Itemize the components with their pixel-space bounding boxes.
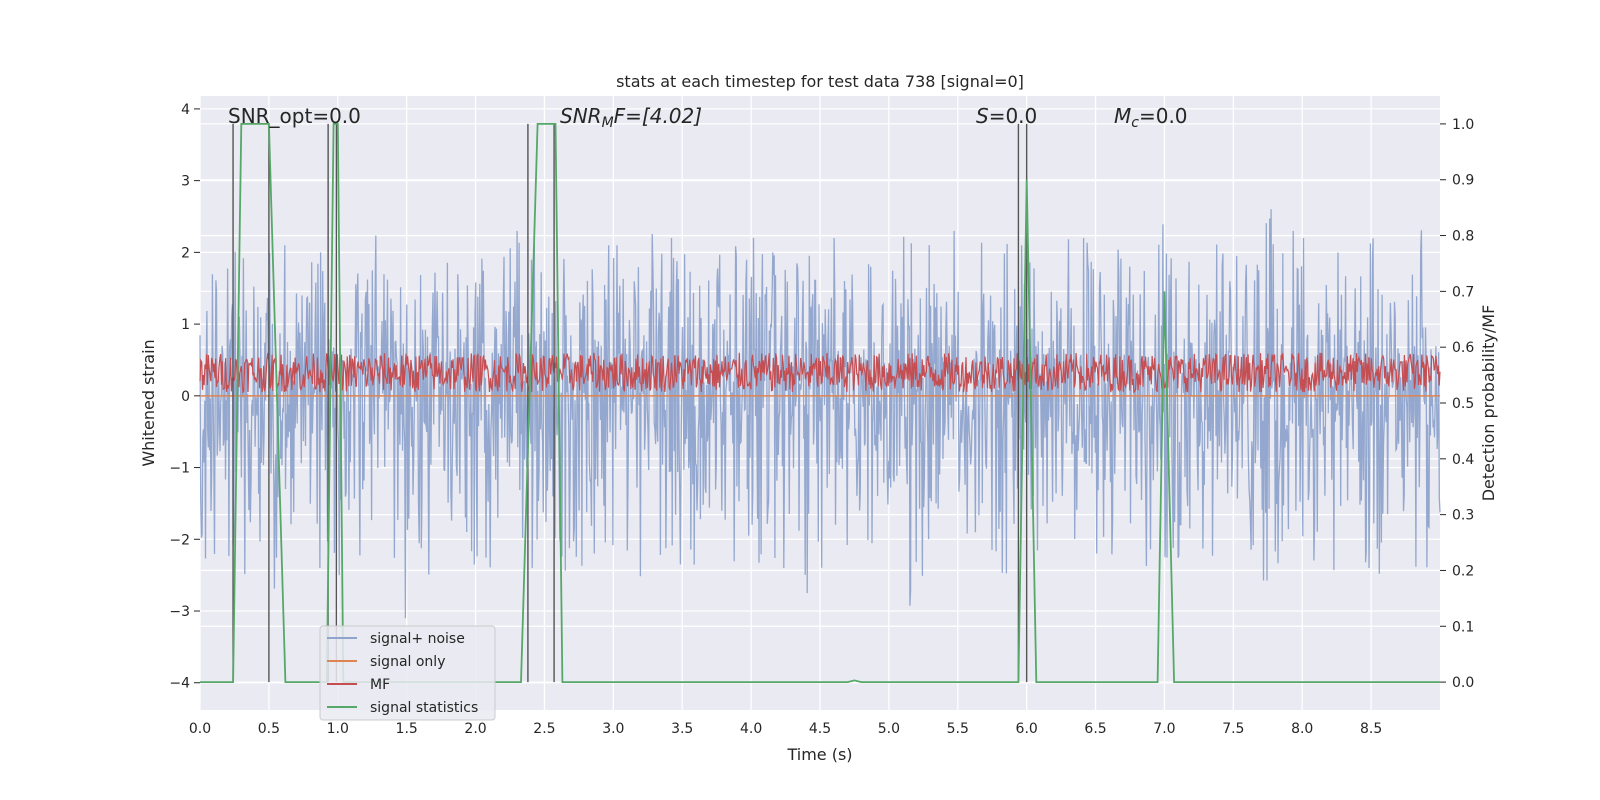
annotation-snr-mf: SNRMF=[4.02] — [560, 104, 702, 131]
legend: signal+ noise signal only MF signal stat… — [319, 625, 496, 721]
annotation-mc-rest: =0.0 — [1139, 104, 1188, 128]
y-left-tick-label: −1 — [169, 461, 190, 477]
y-right-tick-label: 0.2 — [1452, 563, 1474, 579]
x-tick-label: 7.5 — [1222, 721, 1244, 737]
y-right-tick-label: 0.0 — [1452, 675, 1474, 691]
line-signal-statistics — [200, 123, 1440, 683]
x-tick-label: 8.0 — [1291, 721, 1313, 737]
x-tick-label: 5.5 — [947, 721, 969, 737]
series-signal-noise — [199, 209, 1441, 619]
y-right-tick-label: 0.3 — [1452, 508, 1474, 524]
annotation-snr-opt: SNR_opt=0.0 — [228, 104, 361, 128]
y-left-tick-label: 1 — [181, 317, 190, 333]
y-right-tick-label: 0.7 — [1452, 284, 1474, 300]
y-left-tick-label: 2 — [181, 245, 190, 261]
annotation-s-rest: =0.0 — [989, 104, 1038, 128]
series-mf — [199, 352, 1441, 394]
y-left-tick-label: 3 — [181, 174, 190, 190]
y-right-tick-label: 0.4 — [1452, 452, 1474, 468]
annotation-snr-mf-rest: F=[4.02] — [614, 104, 702, 128]
legend-label-signal-noise: signal+ noise — [370, 631, 465, 647]
x-tick-label: 3.0 — [602, 721, 624, 737]
y-left-tick-label: 4 — [181, 102, 190, 118]
x-tick-label: 7.0 — [1153, 721, 1175, 737]
y-right-tick-label: 0.9 — [1452, 173, 1474, 189]
x-tick-label: 6.5 — [1084, 721, 1106, 737]
y-left-tick-label: −3 — [169, 604, 190, 620]
annotation-mc: Mc=0.0 — [1114, 104, 1188, 131]
annotation-s: S=0.0 — [976, 104, 1037, 128]
y-right-axis-ticks: 0.0 0.1 0.2 0.3 0.4 0.5 0.6 0.7 0.8 0.9 1.0 — [1440, 117, 1474, 691]
y-right-tick-label: 0.8 — [1452, 229, 1474, 245]
x-tick-label: 3.5 — [671, 721, 693, 737]
x-axis-ticks: 0.0 0.5 1.0 1.5 2.0 2.5 3.0 3.5 4.0 4.5 5.0 5.5 6.0 6… — [189, 721, 1382, 737]
annotation-s-main: S — [976, 104, 989, 128]
line-mf — [199, 352, 1441, 394]
annotation-mc-sub: c — [1131, 115, 1139, 131]
x-tick-label: 2.0 — [464, 721, 486, 737]
x-axis-label: Time (s) — [786, 745, 852, 764]
y-left-axis-ticks: −4 −3 −2 −1 0 1 2 3 4 — [169, 102, 200, 692]
y-left-axis-label: Whitened strain — [139, 339, 158, 466]
legend-box — [319, 625, 496, 721]
x-tick-label: 0.0 — [189, 721, 211, 737]
chart-title: stats at each timestep for test data 738… — [616, 72, 1024, 91]
y-left-tick-label: −2 — [169, 532, 190, 548]
x-tick-label: 4.0 — [740, 721, 762, 737]
series-signal-statistics — [200, 123, 1440, 683]
legend-label-signal-statistics: signal statistics — [370, 700, 478, 716]
annotation-mc-main: M — [1114, 104, 1131, 128]
x-tick-label: 8.5 — [1360, 721, 1382, 737]
y-right-tick-label: 0.1 — [1452, 619, 1474, 635]
x-tick-label: 4.5 — [809, 721, 831, 737]
x-tick-label: 5.0 — [878, 721, 900, 737]
y-right-tick-label: 0.5 — [1452, 396, 1474, 412]
x-tick-label: 0.5 — [258, 721, 280, 737]
annotation-snr-mf-sub: M — [602, 115, 614, 131]
y-right-tick-label: 1.0 — [1452, 117, 1474, 133]
x-tick-label: 6.0 — [1016, 721, 1038, 737]
legend-label-signal-only: signal only — [370, 654, 445, 670]
x-tick-label: 1.5 — [396, 721, 418, 737]
y-left-tick-label: 0 — [181, 389, 190, 405]
x-tick-label: 2.5 — [533, 721, 555, 737]
y-right-tick-label: 0.6 — [1452, 340, 1474, 356]
annotation-snr-mf-main: SNR — [560, 104, 602, 128]
legend-label-mf: MF — [370, 677, 390, 693]
y-right-axis-label: Detection probability/MF — [1479, 305, 1498, 502]
line-signal-noise — [199, 209, 1441, 619]
y-left-tick-label: −4 — [169, 676, 190, 692]
plot-area — [199, 123, 1441, 683]
x-tick-label: 1.0 — [327, 721, 349, 737]
